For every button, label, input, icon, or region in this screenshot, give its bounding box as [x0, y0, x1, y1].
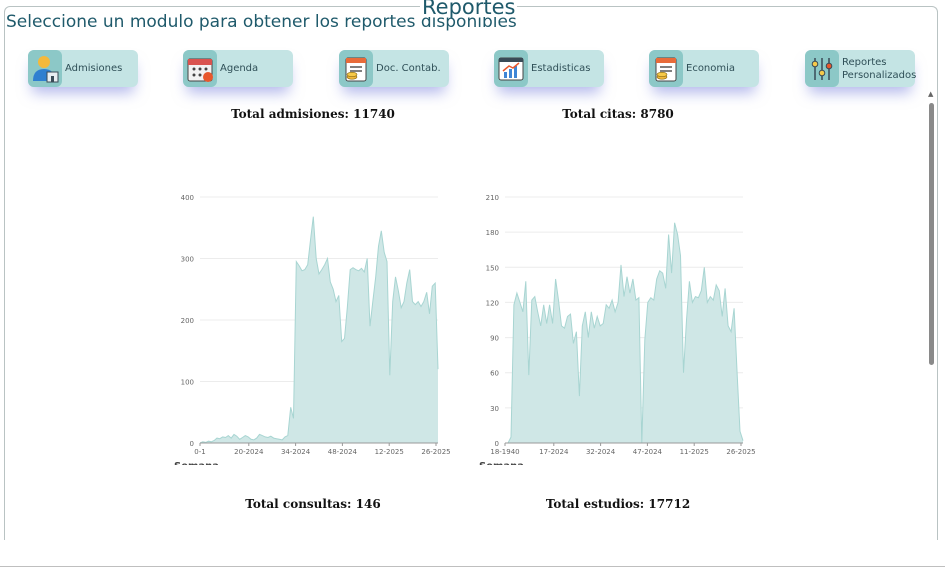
- x-tick-label: 47-2024: [633, 448, 663, 456]
- admissions-area-chart: 0 100 200 300 400 0-1 20-2024 34-2024 48-2024 12-…: [174, 194, 450, 465]
- y-tick-label: 400: [181, 194, 194, 202]
- total-citas: Total citas: 8780: [562, 107, 674, 121]
- bottom-divider: [0, 566, 945, 567]
- scrollbar-thumb[interactable]: [929, 103, 934, 365]
- module-label: Reportes Personalizados: [842, 56, 917, 81]
- scroll-up-arrow-icon[interactable]: ▲: [928, 90, 934, 98]
- sliders-icon: [805, 50, 839, 87]
- y-tick-label: 150: [486, 264, 499, 272]
- total-estudios: Total estudios: 17712: [545, 497, 691, 511]
- y-tick-label: 30: [490, 405, 499, 413]
- accounting-document-icon: [339, 50, 373, 87]
- module-label: Admisiones: [65, 63, 123, 74]
- y-tick-label: 0: [190, 440, 194, 448]
- user-admission-icon: [28, 50, 62, 87]
- y-tick-label: 180: [486, 229, 499, 237]
- area-series: [505, 222, 743, 443]
- module-label: Economia: [686, 63, 736, 74]
- x-tick-label: 48-2024: [328, 448, 358, 456]
- total-admisiones: Total admisiones: 11740: [231, 107, 395, 121]
- series-line: [505, 222, 744, 444]
- y-tick-label: 90: [490, 335, 499, 343]
- module-label: Agenda: [220, 63, 259, 74]
- module-button-economia[interactable]: Economia: [649, 50, 759, 87]
- y-tick-label: 300: [181, 256, 194, 264]
- y-tick-label: 100: [181, 379, 194, 387]
- economy-icon: [649, 50, 683, 87]
- series-line: [199, 216, 439, 444]
- calendar-icon: [183, 50, 217, 87]
- vertical-scrollbar[interactable]: ▲: [926, 90, 936, 540]
- x-tick-label: 17-2024: [539, 448, 569, 456]
- x-tick-label: 32-2024: [586, 448, 616, 456]
- x-axis-label: Semana: [174, 461, 219, 465]
- module-toolbar: Admisiones Agenda Doc. Contab.: [0, 0, 945, 100]
- y-tick-label: 200: [181, 317, 194, 325]
- x-tick-label: 34-2024: [281, 448, 311, 456]
- y-tick-label: 0: [495, 440, 499, 448]
- x-tick-label: 18-1940: [490, 448, 519, 456]
- module-button-agenda[interactable]: Agenda: [183, 50, 293, 87]
- x-tick-label: 20-2024: [234, 448, 264, 456]
- x-tick-label: 11-2025: [680, 448, 709, 456]
- x-tick-label: 12-2025: [375, 448, 404, 456]
- x-axis-label: Semana: [479, 461, 524, 465]
- reports-panel: Total admisiones: 11740 Total citas: 878…: [5, 95, 928, 540]
- statistics-icon: [494, 50, 528, 87]
- module-button-reportes-personalizados[interactable]: Reportes Personalizados: [805, 50, 917, 87]
- reports-fieldset: Reportes: [4, 0, 938, 540]
- appointments-area-chart: 0 30 60 90 120 150 180 210 18-1940 17-2024 32-2024…: [479, 194, 755, 465]
- module-label: Estadisticas: [531, 63, 591, 74]
- area-series: [200, 216, 438, 443]
- module-button-estadisticas[interactable]: Estadisticas: [494, 50, 604, 87]
- y-tick-label: 120: [486, 299, 499, 307]
- x-tick-label: 26-2025: [726, 448, 755, 456]
- module-button-doc-contab[interactable]: Doc. Contab.: [339, 50, 449, 87]
- x-tick-label: 26-2025: [421, 448, 450, 456]
- module-button-admisiones[interactable]: Admisiones: [28, 50, 138, 87]
- x-tick-label: 0-1: [194, 448, 205, 456]
- reports-legend: Reportes: [420, 0, 518, 18]
- total-consultas: Total consultas: 146: [245, 497, 381, 511]
- module-label: Doc. Contab.: [376, 63, 441, 74]
- page-subtitle: Seleccione un modulo para obtener los re…: [6, 12, 517, 32]
- y-tick-label: 210: [486, 194, 499, 202]
- y-tick-label: 60: [490, 370, 499, 378]
